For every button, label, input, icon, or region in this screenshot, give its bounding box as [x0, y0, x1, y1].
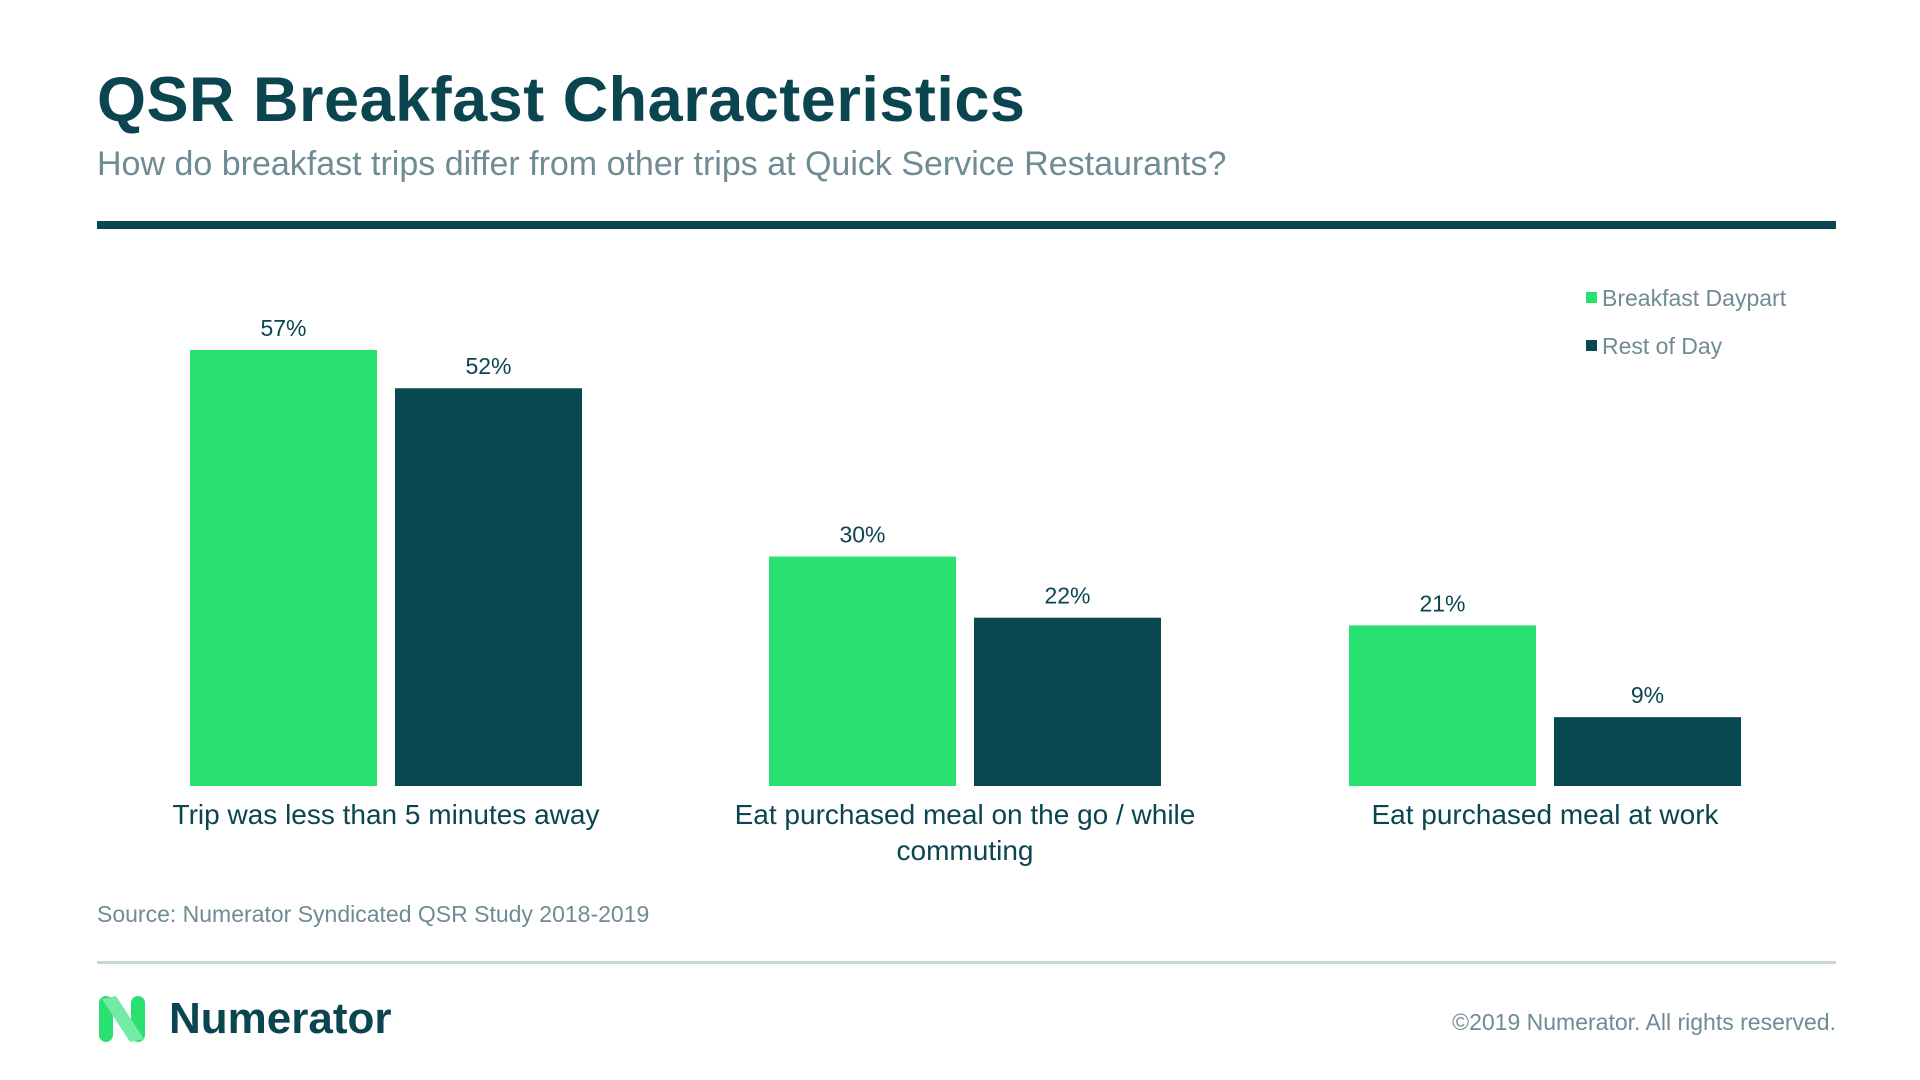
bar-breakfast-3: [1349, 625, 1536, 786]
category-label-2-line-1: Eat purchased meal on the go / while: [735, 799, 1196, 830]
data-label-rest-of-day-2: 22%: [1044, 583, 1090, 609]
bar-chart: 57% 52% Trip was less than 5 minutes away 3…: [173, 285, 1787, 866]
category-label-2-line-2: commuting: [897, 835, 1034, 866]
bar-rest-of-day-2: [974, 617, 1161, 786]
category-label-1: Trip was less than 5 minutes away: [173, 799, 600, 830]
source-note: Source: Numerator Syndicated QSR Study 2…: [97, 901, 650, 927]
legend-label-rest-of-day: Rest of Day: [1602, 333, 1723, 359]
bar-rest-of-day-3: [1554, 717, 1741, 786]
data-label-breakfast-3: 21%: [1419, 590, 1465, 616]
bar-rest-of-day-1: [395, 388, 582, 786]
legend-swatch-breakfast: [1586, 292, 1597, 303]
numerator-logo: Numerator: [97, 994, 392, 1044]
numerator-logo-icon: [99, 996, 145, 1042]
logo-wordmark: Numerator: [169, 994, 392, 1043]
bar-breakfast-1: [190, 350, 377, 786]
data-label-breakfast-2: 30%: [839, 522, 885, 548]
page-subtitle: How do breakfast trips differ from other…: [97, 145, 1227, 183]
data-label-rest-of-day-3: 9%: [1631, 682, 1664, 708]
category-label-3: Eat purchased meal at work: [1371, 799, 1719, 830]
legend-swatch-rest-of-day: [1586, 340, 1597, 351]
footer-divider: [97, 961, 1836, 964]
copyright-text: ©2019 Numerator. All rights reserved.: [1452, 1009, 1836, 1035]
bar-breakfast-2: [769, 556, 956, 786]
data-label-breakfast-1: 57%: [260, 315, 306, 341]
page-title: QSR Breakfast Characteristics: [97, 65, 1026, 135]
legend-label-breakfast: Breakfast Daypart: [1602, 285, 1787, 311]
title-divider: [97, 221, 1836, 229]
data-label-rest-of-day-1: 52%: [465, 353, 511, 379]
